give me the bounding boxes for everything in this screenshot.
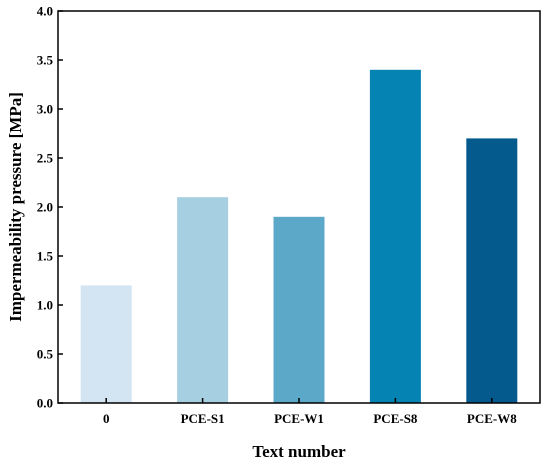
y-tick-label: 3.5 xyxy=(37,53,54,68)
y-axis: 0.0 0.5 1.0 1.5 2.0 2.5 3.0 3.5 4.0 xyxy=(37,4,63,411)
x-axis-title: Text number xyxy=(252,442,346,461)
y-tick-label: 0.5 xyxy=(37,347,54,362)
bar-pce-w1 xyxy=(273,216,325,403)
x-tick-label: PCE-S8 xyxy=(373,411,418,426)
x-axis: 0 PCE-S1 PCE-W1 PCE-S8 PCE-W8 xyxy=(103,398,517,426)
y-tick-label: 3.0 xyxy=(37,102,53,117)
y-tick-label: 2.0 xyxy=(37,200,53,215)
bar-pce-s1 xyxy=(177,197,229,403)
y-tick-label: 2.5 xyxy=(37,151,54,166)
bar-pce-s8 xyxy=(369,69,421,404)
x-tick-label: PCE-S1 xyxy=(181,411,225,426)
y-tick-label: 0.0 xyxy=(37,396,53,411)
bar-pce-w8 xyxy=(466,138,518,403)
y-axis-title: Impermeability pressure [MPa] xyxy=(6,92,25,322)
y-tick-label: 1.0 xyxy=(37,298,53,313)
bar-0 xyxy=(80,285,132,403)
y-tick-label: 4.0 xyxy=(37,4,53,19)
x-tick-label: 0 xyxy=(103,411,110,426)
y-tick-label: 1.5 xyxy=(37,249,54,264)
x-tick-label: PCE-W8 xyxy=(467,411,517,426)
bars-group xyxy=(80,69,518,404)
x-tick-label: PCE-W1 xyxy=(274,411,324,426)
